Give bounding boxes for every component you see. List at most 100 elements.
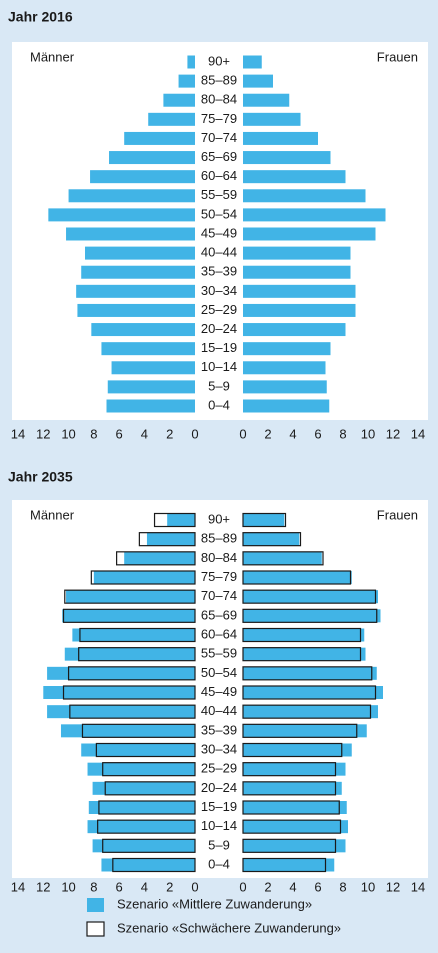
age-label: 30–34 [201,741,237,756]
age-label: 60–64 [201,168,237,183]
bar [242,819,342,834]
bar [85,246,195,260]
bar [68,189,195,203]
x-tick-label: 2 [264,879,271,894]
age-label: 0–4 [208,397,230,412]
bar [242,666,373,681]
bar [242,742,343,758]
left-label: Männer [30,507,75,522]
age-label: 65–69 [201,149,237,164]
bar [243,323,346,337]
age-label: 20–24 [201,780,237,795]
age-label: 25–29 [201,761,237,776]
bar [243,743,352,757]
bar [243,208,386,222]
x-tick-label: 6 [116,879,123,894]
bar [242,627,362,643]
bar [153,512,196,528]
bar [243,532,300,546]
x-tick-label: 12 [36,426,50,441]
bar [69,704,196,719]
x-tick-label: 14 [411,879,425,894]
bar [88,801,195,814]
bar [243,820,348,834]
bar [48,208,195,222]
bar [243,781,342,795]
bar [243,227,376,241]
bar [243,284,356,298]
x-tick-label: 14 [11,426,25,441]
bar [242,685,377,700]
bar [107,380,195,394]
x-tick-label: 4 [141,426,148,441]
bar [79,627,196,643]
bar [242,647,362,662]
bar [243,361,326,375]
bar [148,112,195,126]
bar [67,666,196,681]
x-tick-label: 2 [166,879,173,894]
bar [243,647,366,661]
bar [78,647,196,662]
x-tick-label: 10 [361,426,375,441]
age-label: 55–59 [201,646,237,661]
age-label: 70–74 [201,588,237,603]
bar [243,858,335,872]
bar [243,666,377,680]
x-tick-label: 4 [141,879,148,894]
age-label: 5–9 [208,837,230,852]
bar [138,532,196,547]
age-label: 10–14 [201,359,237,374]
bar [66,590,196,604]
age-label: 45–49 [201,225,237,240]
bar [243,609,381,623]
bar [77,303,195,317]
age-label: 45–49 [201,684,237,699]
age-label: 40–44 [201,703,237,718]
legend-swatch [86,921,105,937]
x-tick-label: 6 [314,879,321,894]
bar [97,819,196,834]
bar [243,112,301,126]
bar [43,686,196,699]
age-label: 80–84 [201,92,237,107]
age-label: 90+ [208,511,230,526]
bar [242,570,352,585]
bar [178,74,195,88]
bar [243,342,331,356]
bar [243,74,273,88]
bar [242,838,337,853]
bar [243,724,367,738]
age-label: 5–9 [208,378,230,393]
age-label: 65–69 [201,607,237,622]
age-label: 25–29 [201,302,237,317]
x-tick-label: 14 [11,879,25,894]
age-label: 90+ [208,53,230,68]
age-label: 10–14 [201,818,237,833]
x-tick-label: 0 [191,879,198,894]
bar [187,55,195,69]
bar [102,838,196,853]
x-tick-label: 0 [191,426,198,441]
age-label: 0–4 [208,856,230,871]
bar [243,170,346,184]
x-tick-label: 4 [289,879,296,894]
age-label: 35–39 [201,722,237,737]
bar [242,551,324,566]
bar [87,820,195,834]
bar [243,380,327,394]
bar [47,705,196,719]
bar [62,685,196,700]
x-tick-label: 10 [61,879,75,894]
bar [112,857,196,873]
age-label: 15–19 [201,799,237,814]
bar [167,513,195,527]
bar [243,551,322,565]
right-label: Frauen [377,49,418,64]
bar [81,743,195,757]
bar [47,666,196,680]
bar [72,628,195,642]
bar [81,723,196,738]
